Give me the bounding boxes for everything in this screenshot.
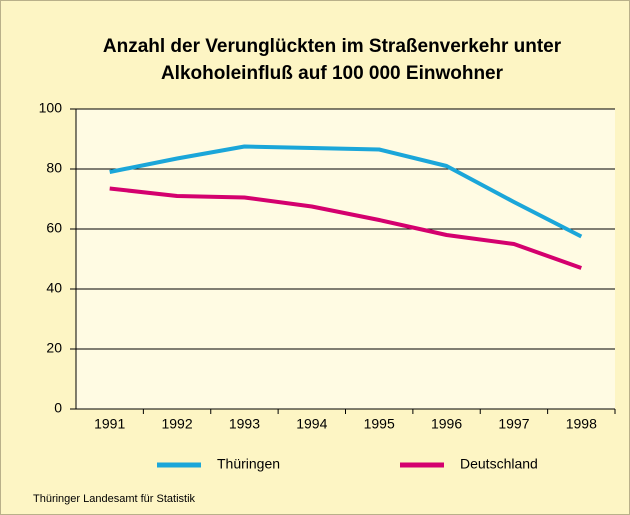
x-tick-label: 1998 [566,416,597,432]
y-tick-label: 80 [46,160,62,176]
x-tick-label: 1993 [229,416,260,432]
x-tick-label: 1994 [296,416,327,432]
line [109,186,582,270]
x-tick-label: 1996 [431,416,462,432]
source: Thüringer Landesamt für Statistik [33,493,196,505]
y-tick-label: 40 [46,280,62,296]
plot-area [76,109,615,409]
y-tick-label: 100 [39,100,63,116]
y-tick-label: 0 [54,400,62,416]
chart-title: Anzahl der Verunglückten im Straßenverke… [103,36,562,57]
x-tick-label: 1991 [94,416,125,432]
x-tick-label: 1995 [364,416,395,432]
y-tick-label: 20 [46,340,62,356]
legend-label: Deutschland [460,456,538,472]
chart-title: Alkoholeinfluß auf 100 000 Einwohner [161,63,504,84]
line [109,144,583,239]
x-tick-label: 1992 [161,416,192,432]
legend-label: Thüringen [217,456,280,472]
x-tick-label: 1997 [498,416,529,432]
y-tick-label: 60 [46,220,62,236]
